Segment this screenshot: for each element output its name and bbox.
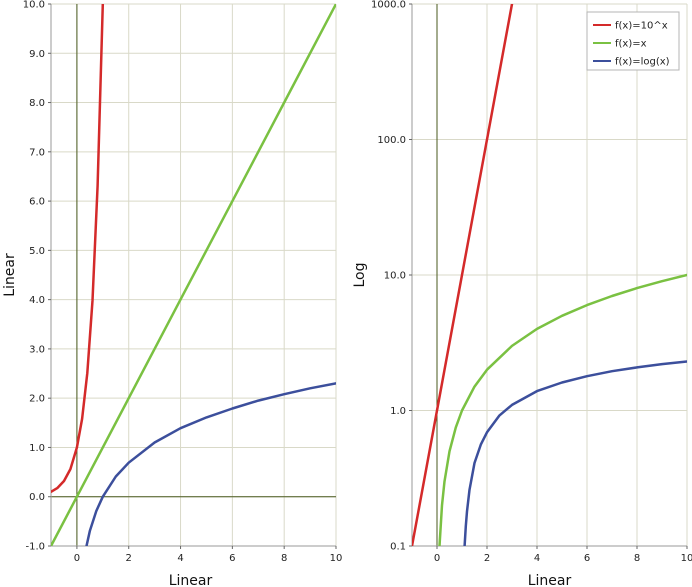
y-tick-label: 100.0: [377, 135, 406, 146]
y-tick-label: 4.0: [29, 295, 45, 306]
series-line-2: [438, 273, 687, 546]
x-tick-label: 8: [634, 553, 640, 564]
y-tick-label: 0.0: [29, 492, 45, 503]
series-line-3: [463, 360, 687, 546]
y-tick-label: 0.1: [390, 542, 406, 553]
x-tick-label: 8: [281, 553, 287, 564]
legend-label: f(x)=log(x): [615, 57, 670, 68]
legend-label: f(x)=10^x: [615, 21, 668, 32]
y-tick-label: 1.0: [390, 406, 406, 417]
x-tick-label: 0: [74, 553, 80, 564]
x-tick-label: 10: [330, 553, 343, 564]
y-tick-label: 1.0: [29, 443, 45, 454]
y-tick-label: 2.0: [29, 394, 45, 405]
series-line-3: [85, 382, 336, 546]
y-tick-label: 9.0: [29, 49, 45, 60]
y-tick-label: -1.0: [25, 542, 45, 553]
series-line-1: [51, 4, 105, 494]
x-tick-label: 4: [534, 553, 540, 564]
y-tick-label: 3.0: [29, 344, 45, 355]
y-axis-title: Log: [352, 262, 368, 287]
series-group: [51, 4, 336, 546]
series-line-1: [412, 4, 514, 546]
series-line-2: [51, 4, 336, 546]
x-tick-label: 4: [177, 553, 183, 564]
x-tick-label: 0: [434, 553, 440, 564]
x-tick-label: 2: [126, 553, 132, 564]
series-group: [412, 4, 687, 546]
x-tick-label: 6: [584, 553, 590, 564]
y-tick-label: 7.0: [29, 147, 45, 158]
x-tick-label: 6: [229, 553, 235, 564]
x-tick-label: 10: [681, 553, 692, 564]
chart-panel-1: 0 2 4 6 8 10 -1.0 0.0 1.0 2.0 3.0 4.0 5.0 6.0 7.0 8.0 9.…: [2, 0, 342, 587]
y-tick-label: 10.0: [23, 0, 45, 11]
y-axis-title: Linear: [2, 253, 18, 297]
chart-panel-2: 0 2 4 6 8 10 0.1 1.0 10.0 100.0 1000.0 Linear Log f(x…: [352, 0, 692, 587]
y-tick-label: 8.0: [29, 98, 45, 109]
y-tick-label: 10.0: [384, 271, 406, 282]
y-tick-label: 1000.0: [371, 0, 406, 11]
y-tick-label: 5.0: [29, 246, 45, 257]
legend: f(x)=10^x f(x)=x f(x)=log(x): [586, 11, 680, 71]
y-tick-label: 6.0: [29, 197, 45, 208]
legend-label: f(x)=x: [615, 39, 647, 50]
x-tick-label: 2: [484, 553, 490, 564]
x-axis-title: Linear: [169, 573, 213, 587]
x-axis-title: Linear: [528, 573, 572, 587]
